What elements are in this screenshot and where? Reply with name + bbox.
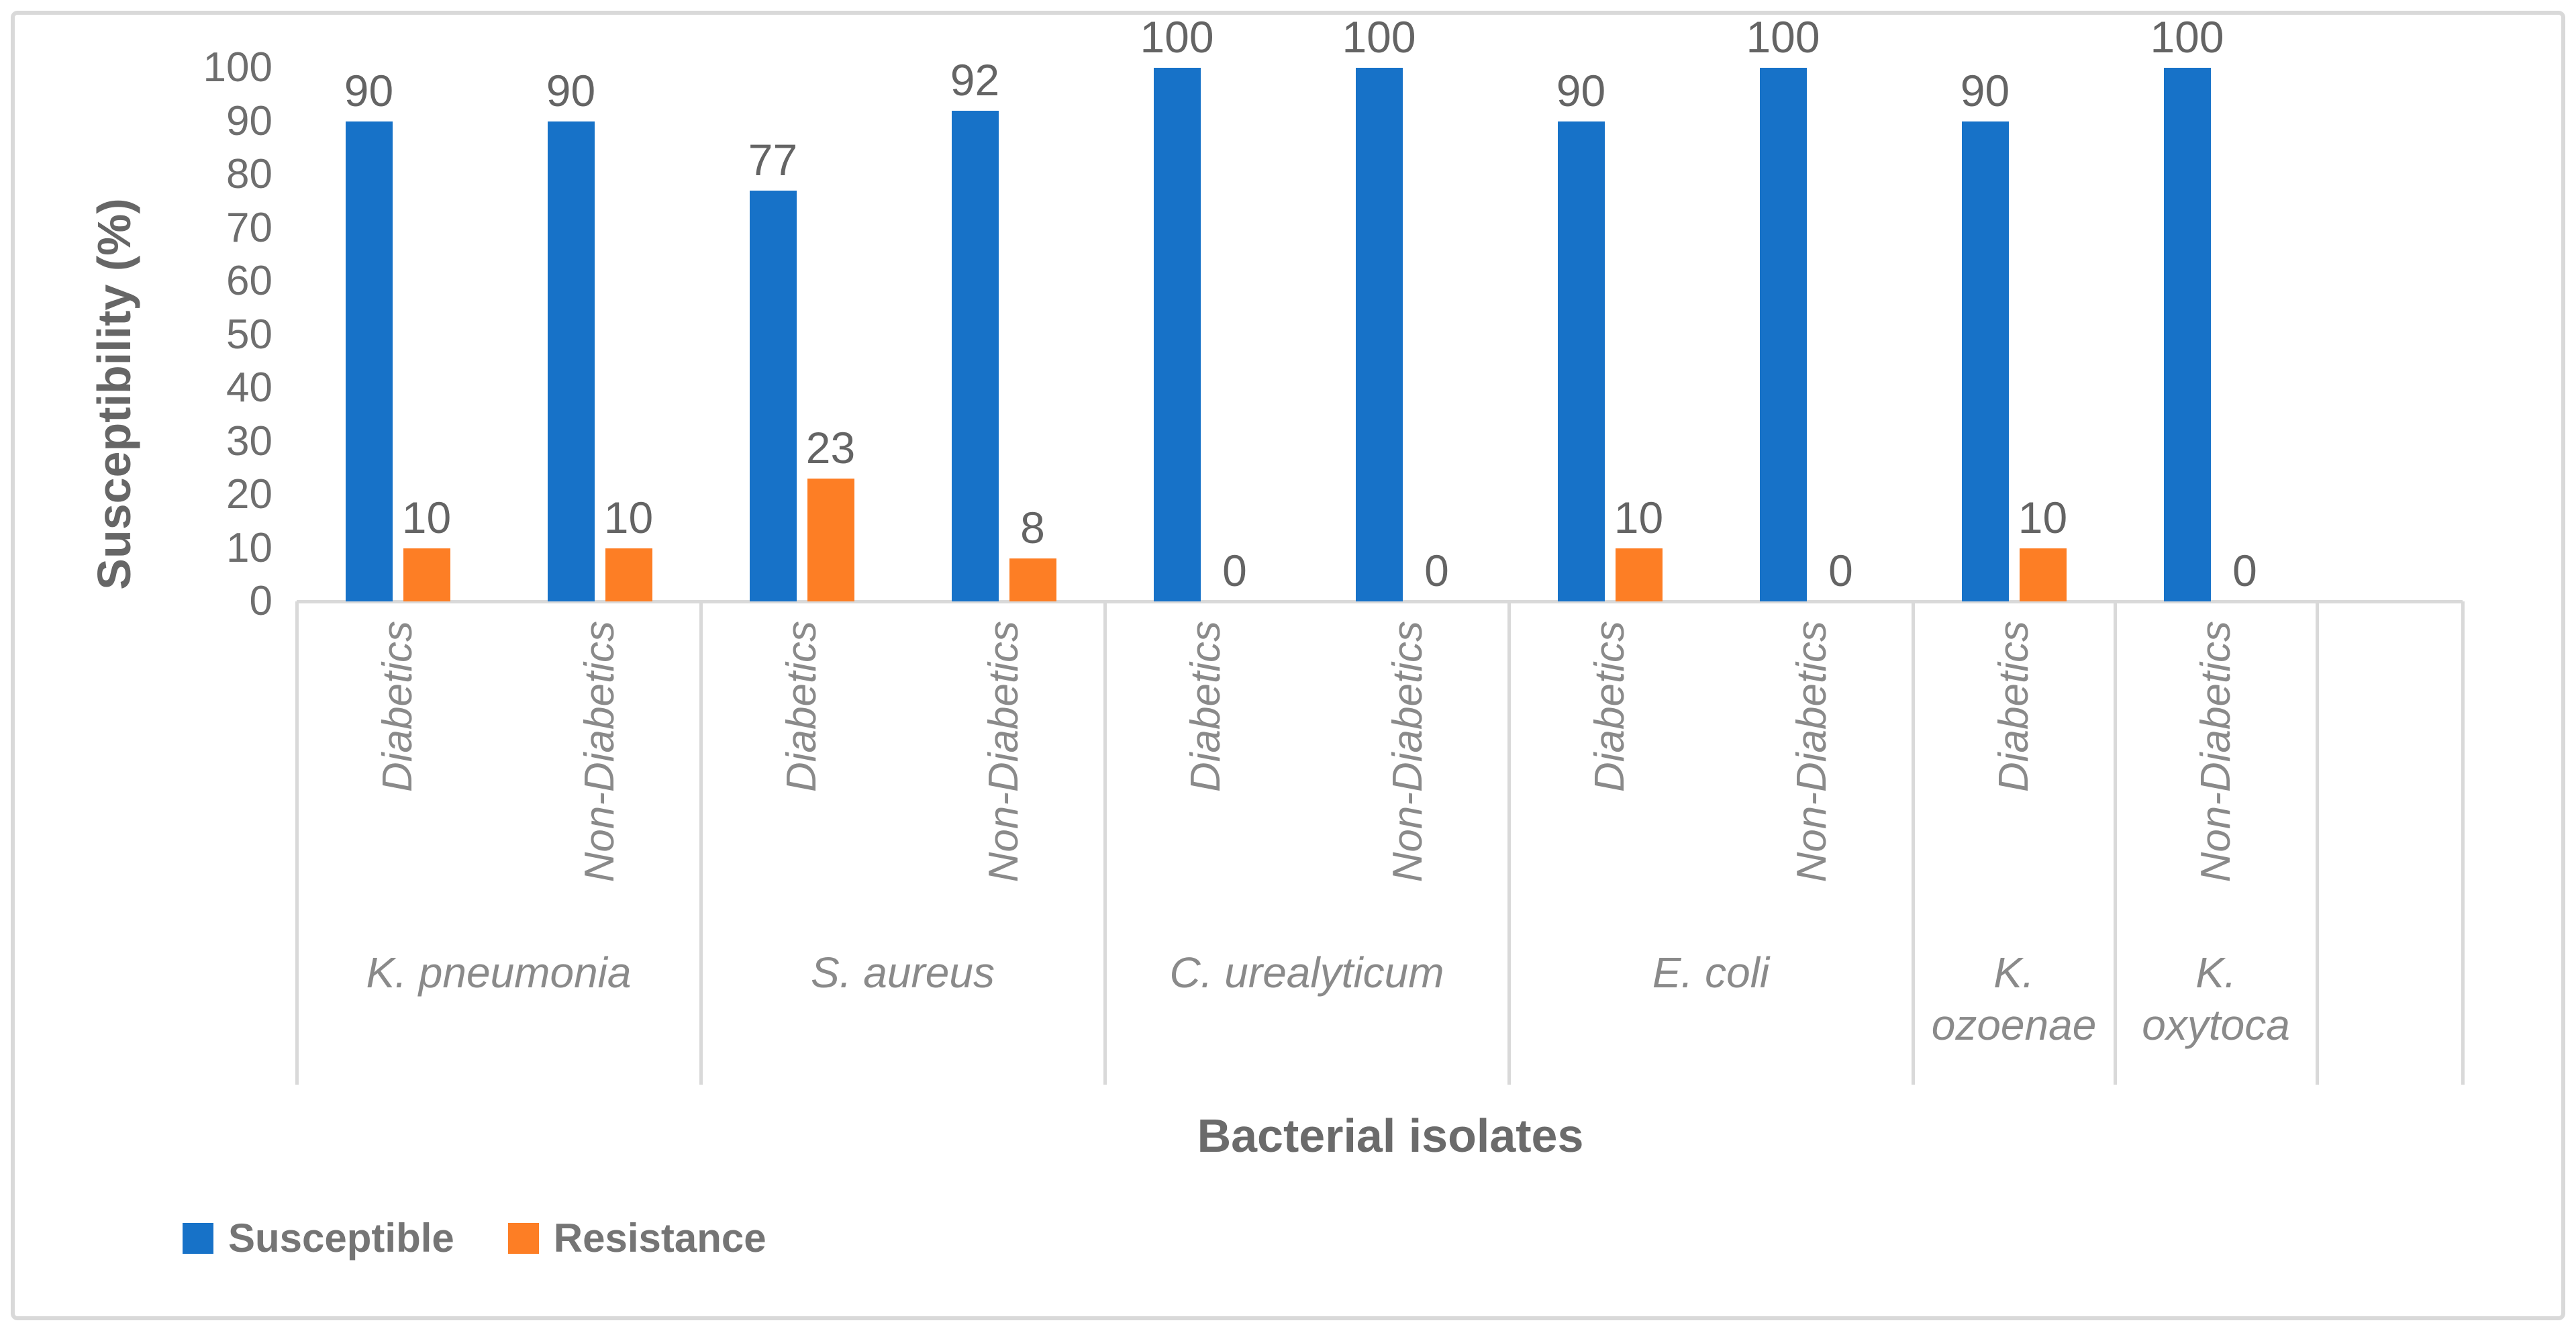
- chart-figure: 100 90 80 70 60 50 40 30 20 10 0 90 10 Diabetics 90 10 N…: [11, 11, 2565, 1320]
- bar-susceptible: [1961, 121, 2009, 601]
- value-label-susceptible: 100: [2150, 12, 2224, 62]
- bar-resistance: [2019, 548, 2067, 601]
- value-label-resistance: 8: [1020, 503, 1045, 553]
- category-label: Non-Diabetics: [576, 621, 623, 883]
- legend-label-resistance: Resistance: [553, 1216, 766, 1261]
- column-separator: [1103, 601, 1107, 1085]
- bar-resistance: [605, 548, 652, 601]
- value-label-susceptible: 90: [344, 65, 394, 115]
- y-tick-label: 90: [226, 97, 273, 144]
- value-label-susceptible: 92: [950, 54, 1000, 105]
- x-axis-title: Bacterial isolates: [1197, 1110, 1584, 1162]
- plot-area: 100 90 80 70 60 50 40 30 20 10 0 90 10 Diabetics 90 10 N…: [15, 12, 2561, 1316]
- value-label-susceptible: 100: [1342, 12, 1416, 62]
- category-label: Diabetics: [778, 621, 825, 792]
- value-label-susceptible: 77: [748, 134, 798, 185]
- value-label-resistance: 10: [2018, 492, 2068, 542]
- bar-susceptible: [2163, 68, 2211, 601]
- column-separator: [699, 601, 703, 1085]
- bar-resistance: [403, 548, 450, 601]
- value-label-susceptible: 100: [1140, 12, 1214, 62]
- column-separator: [2316, 601, 2319, 1085]
- y-tick-label: 80: [226, 151, 273, 197]
- legend-label-susceptible: Susceptible: [228, 1216, 454, 1261]
- bar-susceptible: [1759, 68, 1807, 601]
- y-tick-label: 20: [226, 471, 273, 517]
- value-label-resistance: 10: [1614, 492, 1664, 542]
- column-separator: [295, 601, 299, 1085]
- y-tick-label: 50: [226, 311, 273, 358]
- y-tick-label: 30: [226, 417, 273, 464]
- bar-susceptible: [951, 110, 999, 601]
- category-label: Non-Diabetics: [2192, 621, 2239, 883]
- bar-susceptible: [547, 121, 595, 601]
- category-label: Diabetics: [1990, 621, 2037, 792]
- organism-label: K. pneumonia: [366, 948, 632, 997]
- bar-susceptible: [749, 190, 797, 601]
- value-label-susceptible: 90: [1960, 65, 2010, 115]
- legend-swatch-resistance: [507, 1222, 539, 1254]
- column-separator: [1507, 601, 1511, 1085]
- category-axis-line: [297, 600, 2463, 603]
- category-label: Non-Diabetics: [1384, 621, 1431, 883]
- bar-resistance: [807, 479, 854, 601]
- legend-entry-susceptible: Susceptible: [183, 1215, 454, 1261]
- organism-label: K. oxytoca: [2142, 948, 2290, 1049]
- value-label-resistance: 0: [1828, 546, 1853, 595]
- y-tick-label: 70: [226, 204, 273, 251]
- value-label-susceptible: 90: [1556, 65, 1606, 115]
- value-label-susceptible: 100: [1746, 12, 1820, 62]
- value-label-susceptible: 90: [546, 65, 596, 115]
- organism-label: E. coli: [1652, 948, 1770, 997]
- organism-label: K. ozoenae: [1931, 948, 2097, 1049]
- category-label: Diabetics: [1586, 621, 1633, 792]
- y-tick-label: 10: [226, 524, 273, 571]
- value-label-resistance: 0: [2232, 546, 2257, 595]
- value-label-resistance: 23: [805, 423, 856, 473]
- bar-susceptible: [1557, 121, 1605, 601]
- category-label: Diabetics: [374, 621, 421, 792]
- y-tick-label: 40: [226, 364, 273, 411]
- value-label-resistance: 10: [401, 492, 452, 542]
- category-label: Non-Diabetics: [1788, 621, 1835, 883]
- y-axis-title: Susceptibility (%): [88, 198, 140, 590]
- organism-label: C. urealyticum: [1169, 948, 1444, 997]
- column-separator: [2461, 601, 2465, 1085]
- bar-susceptible: [1153, 68, 1201, 601]
- column-separator: [1912, 601, 1915, 1085]
- y-tick-label: 60: [226, 258, 273, 304]
- bar-resistance: [1615, 548, 1663, 601]
- value-label-resistance: 0: [1424, 546, 1449, 595]
- legend: Susceptible Resistance: [183, 1215, 766, 1261]
- category-label: Non-Diabetics: [980, 621, 1027, 883]
- legend-swatch-susceptible: [183, 1222, 213, 1254]
- column-separator: [2114, 601, 2117, 1085]
- organism-label: S. aureus: [811, 948, 995, 997]
- value-label-resistance: 10: [603, 492, 654, 542]
- value-label-resistance: 0: [1222, 546, 1247, 595]
- bar-susceptible: [345, 121, 393, 601]
- bar-susceptible: [1355, 68, 1403, 601]
- y-tick-label: 0: [249, 578, 273, 624]
- y-tick-label: 100: [203, 44, 273, 91]
- bar-resistance: [1009, 558, 1056, 601]
- category-label: Diabetics: [1182, 621, 1229, 792]
- legend-entry-resistance: Resistance: [507, 1215, 766, 1261]
